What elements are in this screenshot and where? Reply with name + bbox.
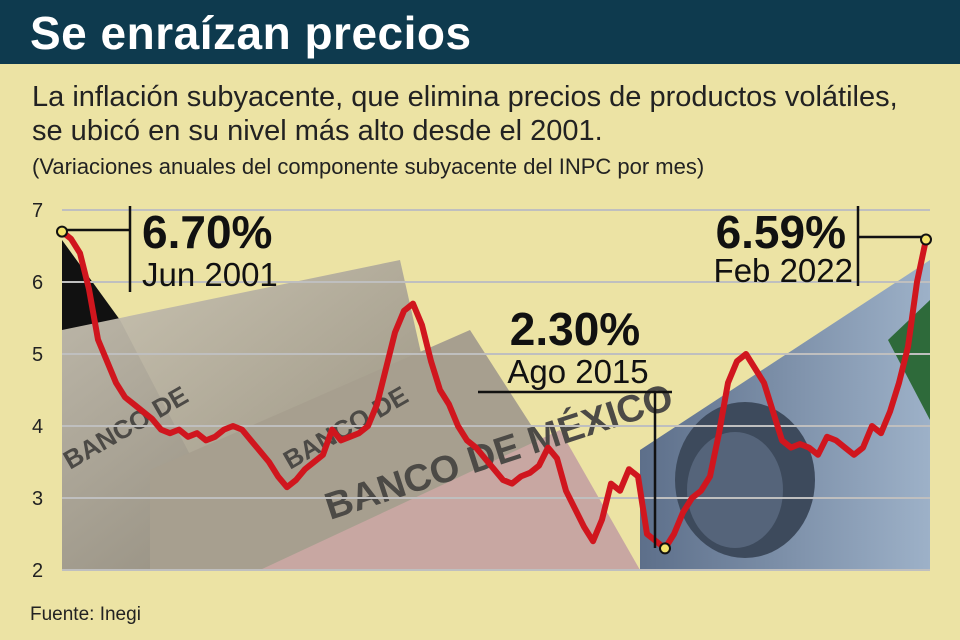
annotation-markers [56,225,932,555]
annotation-value-jun2001: 6.70% [142,206,272,258]
y-tick-label: 2 [32,560,43,582]
chart-series [59,228,929,552]
source-note: Fuente: Inegi [30,604,141,625]
header-bar: Se enraízan precios [0,0,960,64]
annotation-date-feb2022: Feb 2022 [714,252,853,289]
y-tick-label: 7 [32,200,43,222]
subtitle: La inflación subyacente, que elimina pre… [32,81,898,147]
chart-grid [62,209,930,571]
y-tick-label: 3 [32,488,43,510]
annotation-date-ago2015: Ago 2015 [507,353,648,390]
annotation-marker [659,542,671,555]
y-tick-label: 6 [32,272,43,294]
annotation-value-feb2022: 6.59% [716,206,846,258]
annotation-value-ago2015: 2.30% [510,303,640,355]
chart-note: (Variaciones anuales del componente suby… [32,154,705,179]
y-axis-ticks: 2 3 4 5 6 7 [32,200,43,582]
annotation-date-jun2001: Jun 2001 [142,256,278,293]
annotation-marker [920,233,932,246]
y-tick-label: 5 [32,344,43,366]
annotation-marker [56,225,68,238]
chart-annotations: 6.70% Jun 2001 2.30% Ago 2015 6.59% Feb … [62,206,926,548]
page-title: Se enraízan precios [30,7,472,59]
y-tick-label: 4 [32,416,43,438]
series-line [59,228,929,552]
